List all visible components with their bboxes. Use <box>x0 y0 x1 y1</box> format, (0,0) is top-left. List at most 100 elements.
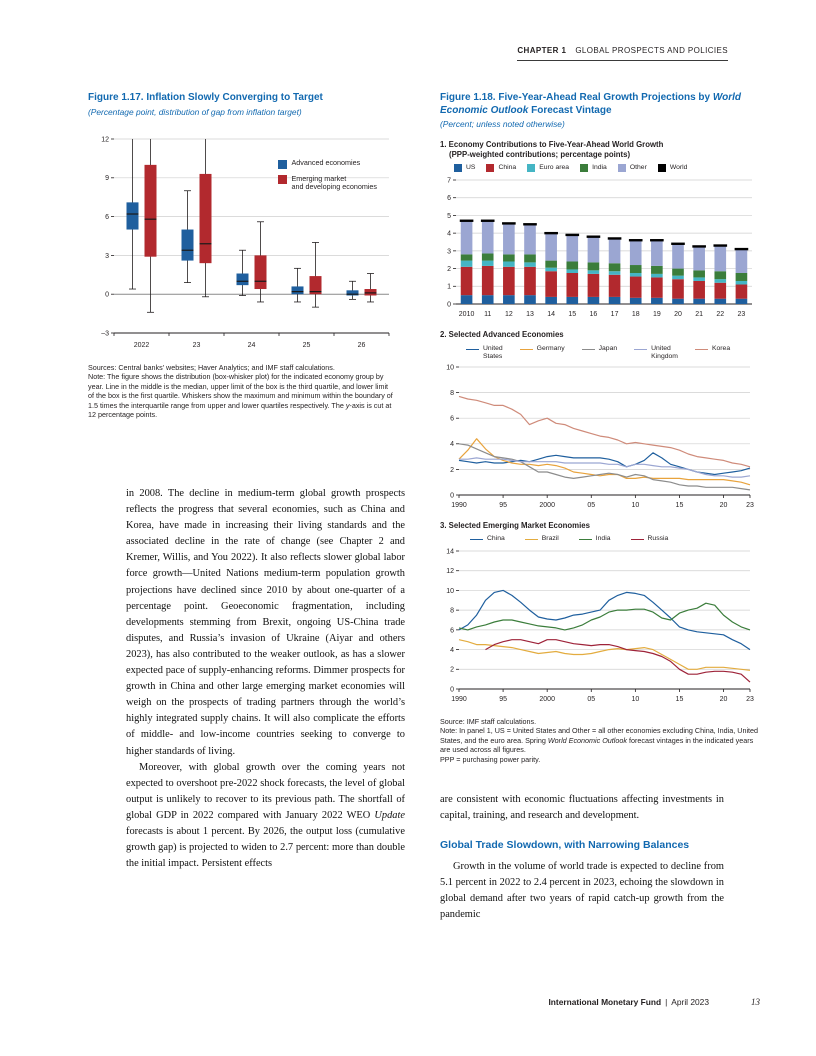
svg-text:4: 4 <box>447 231 451 238</box>
stacked-bar-chart: 0 1 2 3 4 5 6 7 2010 11 12 13 14 15 16 17 18 19 20 21 22 23 <box>440 174 760 320</box>
figure-1-17-chart-area: –3 0 3 6 9 12 2022 23 24 25 26 Advanced economies E… <box>88 123 395 351</box>
svg-text:0: 0 <box>450 686 454 693</box>
svg-text:26: 26 <box>358 342 366 349</box>
svg-text:2: 2 <box>450 467 454 474</box>
footer-separator: | <box>665 997 668 1007</box>
svg-text:25: 25 <box>303 342 311 349</box>
svg-text:0: 0 <box>447 301 451 308</box>
legend-item: World <box>657 163 688 172</box>
legend-item: Emerging market and developing economies <box>278 173 377 192</box>
paragraph-text: forecasts is about 1 percent. By 2026, t… <box>126 825 405 870</box>
section-heading: Global Trade Slowdown, with Narrowing Ba… <box>440 839 690 852</box>
panel-3-legend: China Brazil India Russia <box>470 535 760 543</box>
svg-text:6: 6 <box>450 627 454 634</box>
panel-2-advanced-economies: 2. Selected Advanced Economies United St… <box>440 330 760 511</box>
svg-text:2: 2 <box>450 667 454 674</box>
svg-text:16: 16 <box>590 311 598 318</box>
footer-date: April 2023 <box>671 997 709 1007</box>
legend-swatch-icon <box>519 348 533 350</box>
svg-text:10: 10 <box>446 364 454 371</box>
legend-label: Germany <box>536 345 565 352</box>
svg-text:0: 0 <box>105 292 109 299</box>
svg-text:24: 24 <box>248 342 256 349</box>
left-column-text: in 2008. The decline in medium-term glob… <box>126 486 405 872</box>
legend-swatch-icon <box>278 175 288 184</box>
note-text: Sources: Central banks’ websites; Haver … <box>88 363 393 410</box>
svg-text:23: 23 <box>746 502 754 509</box>
svg-text:7: 7 <box>447 177 451 184</box>
svg-text:12: 12 <box>505 311 513 318</box>
svg-text:2022: 2022 <box>134 342 150 349</box>
legend-item: Advanced economies <box>278 158 377 169</box>
panel-1-subtitle: (PPP-weighted contributions; percentage … <box>449 149 631 159</box>
legend-item: Euro area <box>527 163 570 172</box>
figure-1-17-legend: Advanced economies Emerging market and de… <box>278 158 377 192</box>
legend-item: India <box>578 535 611 543</box>
svg-text:8: 8 <box>450 608 454 615</box>
legend-item: Japan <box>581 345 618 353</box>
svg-text:20: 20 <box>720 502 728 509</box>
legend-label: India <box>595 535 611 543</box>
legend-label: World <box>669 163 688 171</box>
legend-swatch-icon <box>454 164 462 172</box>
svg-text:15: 15 <box>568 311 576 318</box>
panel-1-world-growth-contributions: 1. Economy Contributions to Five-Year-Ah… <box>440 140 760 321</box>
svg-text:14: 14 <box>547 311 555 318</box>
chapter-label: CHAPTER 1 <box>517 46 567 55</box>
figure-1-18-note: Source: IMF staff calculations. Note: In… <box>440 717 760 764</box>
svg-text:12: 12 <box>446 568 454 575</box>
paragraph-italic: Update <box>374 809 405 821</box>
figure-1-18-title: Figure 1.18. Five-Year-Ahead Real Growth… <box>440 92 760 117</box>
svg-text:11: 11 <box>484 311 491 318</box>
legend-swatch-icon <box>694 348 708 350</box>
legend-item: Other <box>617 164 647 172</box>
legend-label: Japan <box>598 345 618 352</box>
page-footer: International Monetary Fund | April 2023… <box>548 997 760 1007</box>
svg-text:2: 2 <box>447 266 451 273</box>
svg-text:4: 4 <box>450 647 454 654</box>
legend-label: Emerging market and developing economies <box>291 173 377 191</box>
svg-text:2010: 2010 <box>459 311 475 318</box>
panel-3-title: 3. Selected Emerging Market Economies <box>440 521 590 531</box>
panel-3-emerging-markets: 3. Selected Emerging Market Economies Ch… <box>440 521 760 705</box>
title-text: Forecast Vintage <box>528 104 612 116</box>
svg-text:14: 14 <box>446 548 454 555</box>
note-italic: y <box>345 400 350 410</box>
legend-swatch-icon <box>466 348 479 350</box>
legend-label: Advanced economies <box>291 158 361 167</box>
body-paragraph: Growth in the volume of world trade is e… <box>440 861 724 921</box>
svg-text:4: 4 <box>450 441 454 448</box>
right-column-text: are consistent with economic fluctuation… <box>440 792 724 924</box>
legend-item: United States <box>466 345 503 361</box>
legend-swatch-icon <box>634 348 648 350</box>
svg-text:05: 05 <box>587 696 595 703</box>
svg-text:8: 8 <box>450 390 454 397</box>
boxplot-chart: –3 0 3 6 9 12 2022 23 24 25 26 <box>88 123 395 351</box>
legend-swatch-icon <box>527 164 536 172</box>
legend-label: Korea <box>711 345 731 352</box>
legend-label: Brazil <box>541 535 559 543</box>
legend-label: Euro area <box>539 163 570 171</box>
svg-text:13: 13 <box>526 311 534 318</box>
legend-swatch-icon <box>617 164 626 172</box>
note-text: Source: IMF staff calculations. Note: In… <box>440 717 759 745</box>
legend-swatch-icon <box>657 164 666 172</box>
paragraph-text: Moreover, with global growth over the co… <box>126 761 405 821</box>
svg-text:17: 17 <box>611 311 619 318</box>
svg-text:2000: 2000 <box>539 696 555 703</box>
svg-text:12: 12 <box>101 136 109 143</box>
panel-2-title: 2. Selected Advanced Economies <box>440 330 564 339</box>
svg-text:2000: 2000 <box>539 502 555 509</box>
legend-swatch-icon <box>278 159 288 169</box>
svg-text:10: 10 <box>446 588 454 595</box>
svg-text:95: 95 <box>499 696 507 703</box>
body-paragraph: Moreover, with global growth over the co… <box>126 760 405 873</box>
figure-1-18: Figure 1.18. Five-Year-Ahead Real Growth… <box>440 92 760 764</box>
svg-text:15: 15 <box>676 696 684 703</box>
svg-text:20: 20 <box>720 696 728 703</box>
svg-text:95: 95 <box>499 502 507 509</box>
svg-text:22: 22 <box>716 311 724 318</box>
figure-1-17-note: Sources: Central banks’ websites; Haver … <box>88 363 395 419</box>
svg-text:23: 23 <box>746 696 754 703</box>
chapter-title: GLOBAL PROSPECTS AND POLICIES <box>575 46 728 55</box>
